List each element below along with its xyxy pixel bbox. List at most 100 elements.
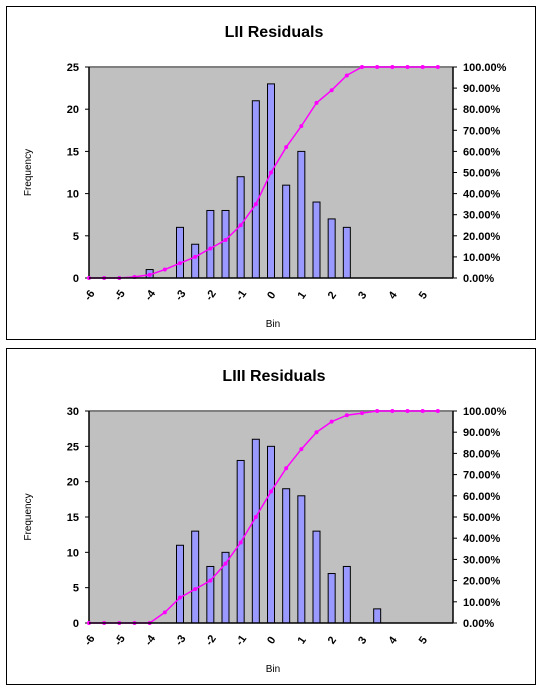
- cumulative-point: [193, 587, 198, 592]
- liii-residuals-chart: LIII Residuals0510152025300.00%10.00%20.…: [23, 368, 507, 675]
- cumulative-point: [329, 419, 334, 424]
- cumulative-point: [344, 413, 349, 418]
- cumulative-point: [314, 430, 319, 435]
- histogram-bar: [342, 565, 351, 624]
- y2-tick-label: 100.00%: [463, 406, 507, 418]
- histogram-bar: [251, 438, 260, 624]
- x-tick-label: 0: [265, 290, 278, 302]
- y2-tick-label: 30.00%: [463, 210, 501, 222]
- histogram-bar: [312, 201, 321, 279]
- y2-tick-label: 20.00%: [463, 576, 501, 588]
- cumulative-point: [284, 466, 289, 471]
- cumulative-point: [375, 65, 380, 69]
- x-tick-label: -1: [234, 288, 249, 303]
- cumulative-point: [178, 261, 182, 266]
- histogram-bar: [176, 226, 184, 279]
- x-tick-label: 2: [326, 290, 339, 302]
- cumulative-point: [253, 202, 258, 207]
- histogram-bar: [312, 530, 321, 624]
- y-axis-label: Frequency: [23, 149, 34, 196]
- y2-tick-label: 10.00%: [463, 597, 501, 609]
- histogram-bar: [206, 565, 215, 624]
- y2-tick-label: 50.00%: [463, 512, 501, 524]
- histogram-bar: [282, 488, 291, 624]
- y-tick-label: 10: [67, 189, 79, 201]
- y2-tick-label: 0.00%: [463, 273, 494, 285]
- cumulative-point: [360, 411, 364, 416]
- cumulative-point: [238, 223, 243, 228]
- cumulative-point: [420, 409, 425, 413]
- histogram-bar: [267, 445, 275, 624]
- x-tick-label: 2: [326, 635, 339, 647]
- cumulative-point: [405, 65, 410, 69]
- y2-tick-label: 50.00%: [463, 168, 501, 180]
- y-axis-label: Frequency: [23, 493, 34, 540]
- cumulative-point: [329, 88, 334, 93]
- x-tick-label: 5: [417, 635, 430, 647]
- x-tick-label: -4: [143, 632, 159, 648]
- cumulative-point: [223, 238, 228, 243]
- y-tick-label: 5: [73, 231, 79, 243]
- histogram-bar: [373, 608, 382, 624]
- y2-tick-label: 60.00%: [463, 146, 501, 158]
- cumulative-point: [238, 540, 243, 545]
- cumulative-point: [435, 409, 440, 413]
- cumulative-point: [162, 267, 167, 272]
- cumulative-percent-line: [89, 66, 438, 279]
- cumulative-point: [269, 170, 273, 175]
- x-tick-label: -6: [82, 288, 97, 303]
- histogram-bar: [297, 150, 306, 279]
- y-tick-label: 20: [67, 104, 79, 116]
- chart-title: LIII Residuals: [222, 368, 325, 385]
- cumulative-point: [162, 610, 167, 615]
- histogram-bar: [191, 530, 200, 624]
- cumulative-point: [390, 409, 395, 413]
- x-tick-label: 4: [386, 289, 400, 302]
- x-tick-label: -5: [112, 288, 127, 303]
- histogram-bar: [206, 209, 215, 279]
- lii-residuals-chart: LII Residuals 0 5 10 15 20 2 50.00% 1 0.00% 20.00%…: [23, 24, 507, 330]
- cumulative-point: [178, 595, 182, 600]
- cumulative-point: [435, 65, 440, 69]
- y2-tick-label: 70.00%: [463, 470, 501, 482]
- x-tick-label: 1: [295, 290, 308, 302]
- x-tick-label: 3: [356, 290, 369, 302]
- y2-tick-label: 60.00%: [463, 491, 501, 503]
- x-tick-label: 3: [356, 635, 369, 647]
- cumulative-point: [223, 561, 228, 566]
- histogram-bar: [191, 243, 200, 279]
- y-tick-label: 15: [67, 146, 79, 158]
- cumulative-point: [390, 65, 395, 69]
- cumulative-point: [284, 145, 289, 150]
- chart-panel-liii: LIII Residuals 0 5 10 15 20 25 30 0.00% 10.00% 20.…: [6, 348, 536, 685]
- histogram-bar: [251, 100, 260, 279]
- histogram-bar: [327, 218, 336, 279]
- y2-tick-label: 100.00%: [463, 62, 507, 74]
- x-tick-label: 4: [386, 634, 400, 647]
- y2-tick-label: 80.00%: [463, 104, 501, 116]
- histogram-bar: [327, 573, 336, 624]
- histogram-bar: [176, 544, 184, 624]
- cumulative-point: [193, 254, 198, 259]
- y2-tick-label: 20.00%: [463, 231, 501, 243]
- cumulative-point: [344, 73, 349, 78]
- y-tick-label: 5: [73, 583, 79, 595]
- y2-tick-label: 90.00%: [463, 83, 501, 95]
- x-axis-label: Bin: [266, 319, 280, 330]
- x-tick-label: -1: [234, 633, 249, 648]
- y2-tick-label: 40.00%: [463, 533, 501, 545]
- y-tick-label: 25: [67, 62, 79, 74]
- y-tick-label: 25: [67, 441, 79, 453]
- histogram-bar: [267, 83, 275, 279]
- cumulative-point: [375, 409, 380, 413]
- x-tick-label: -3: [173, 288, 188, 303]
- chart-title: LII Residuals: [225, 24, 324, 41]
- y2-tick-label: 90.00%: [463, 427, 501, 439]
- y-tick-label: 15: [67, 512, 79, 524]
- histogram-bar: [342, 226, 351, 279]
- x-tick-label: -4: [143, 287, 159, 303]
- y-tick-label: 0: [73, 273, 79, 285]
- cumulative-point: [147, 272, 152, 277]
- histogram-bar: [282, 184, 291, 279]
- x-tick-label: 5: [417, 290, 430, 302]
